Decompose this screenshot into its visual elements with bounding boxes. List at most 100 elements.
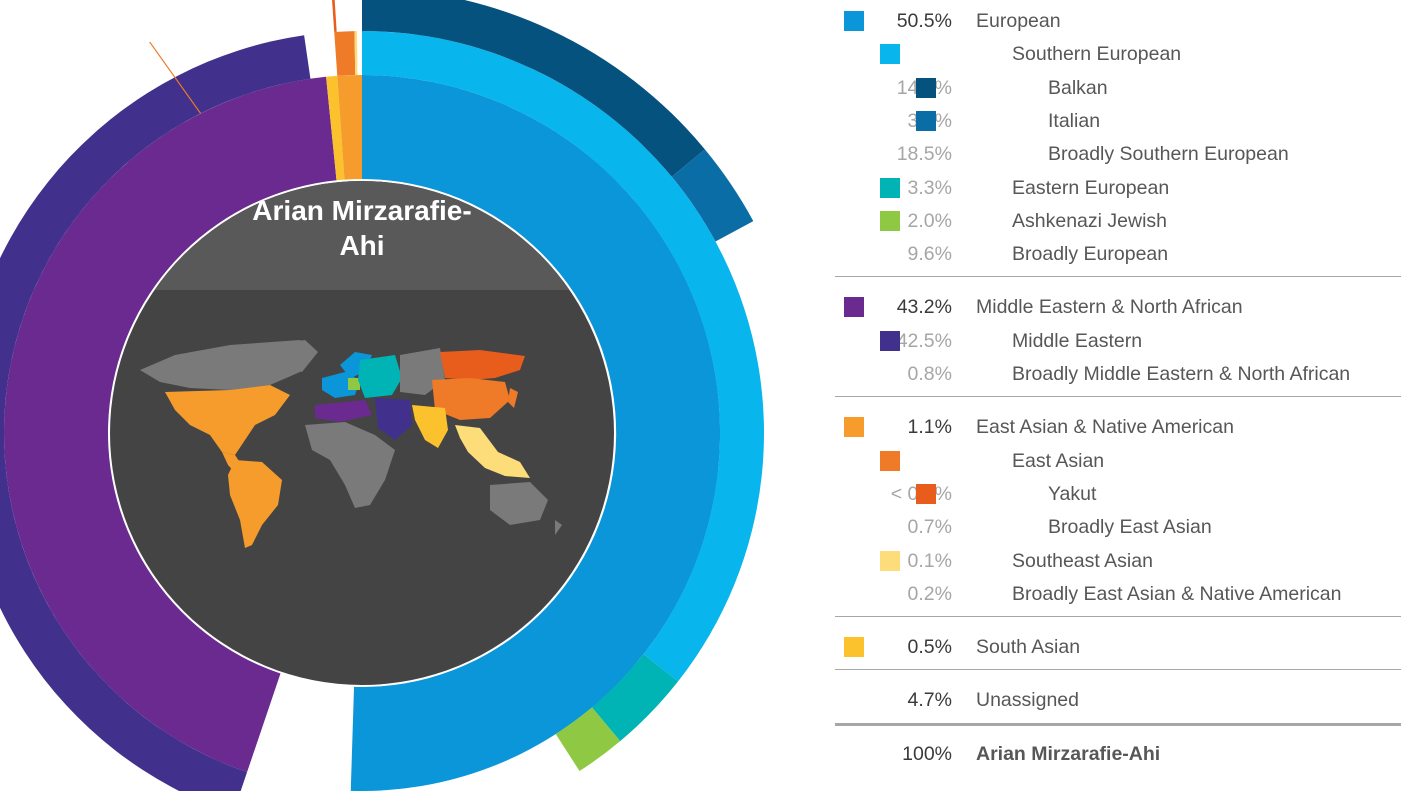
legend-swatch xyxy=(880,177,900,198)
legend-row-broadly-east-asian[interactable]: 0.7% Broadly East Asian xyxy=(835,512,1401,542)
legend-swatch xyxy=(880,330,900,351)
legend-divider xyxy=(835,722,1401,726)
legend-total-percent: 100% xyxy=(902,742,952,765)
legend-row-unassigned[interactable]: 4.7% Unassigned xyxy=(835,685,1401,715)
legend-percent: 1.1% xyxy=(907,416,952,439)
arc-eastern-european[interactable] xyxy=(591,654,679,742)
legend-label: Broadly European xyxy=(1012,243,1169,266)
legend-label: Unassigned xyxy=(976,689,1079,712)
legend-row-east-asian[interactable]: East Asian xyxy=(835,446,1401,476)
legend-label: East Asian xyxy=(1012,449,1105,472)
arc-southern-european[interactable] xyxy=(362,31,765,682)
legend-row-balkan[interactable]: 14.0%Balkan xyxy=(835,73,1401,103)
map-greenland xyxy=(270,340,318,372)
legend-divider xyxy=(835,396,1401,398)
legend-label: Italian xyxy=(1048,109,1101,132)
legend-label: European xyxy=(976,10,1061,32)
arc-south-asian[interactable] xyxy=(326,75,345,181)
legend-label: Middle Eastern xyxy=(1012,329,1143,352)
arc-southeast-asian[interactable] xyxy=(354,31,358,76)
legend-label: Eastern European xyxy=(1012,176,1170,199)
legend-label: Balkan xyxy=(1048,76,1108,99)
map-south-america xyxy=(228,460,282,548)
legend-percent: 0.2% xyxy=(907,582,952,605)
legend-row-broadly-southern-european[interactable]: 18.5% Broadly Southern European xyxy=(835,139,1401,169)
map-new-zealand xyxy=(555,520,562,535)
legend-divider xyxy=(835,616,1401,618)
legend-swatch xyxy=(844,11,864,31)
legend-row-yakut[interactable]: < 0.1%Yakut xyxy=(835,479,1401,509)
legend-percent: 9.6% xyxy=(907,243,952,266)
legend-label: Ashkenazi Jewish xyxy=(1012,209,1167,232)
legend-divider xyxy=(835,669,1401,671)
legend-swatch xyxy=(880,44,900,65)
legend-row-broadly-middle-eastern-and-north-african[interactable]: 0.8% Broadly Middle Eastern & North Afric… xyxy=(835,359,1401,389)
map-japan xyxy=(508,388,518,408)
arc-east-asian-and-native-american[interactable] xyxy=(337,74,362,180)
legend-swatch xyxy=(880,210,900,231)
legend-row-middle-eastern[interactable]: 42.5% Middle Eastern xyxy=(835,326,1401,356)
map-north-america xyxy=(165,385,290,455)
legend-row-broadly-east-asian-and-native-american[interactable]: 0.2% Broadly East Asian & Native American xyxy=(835,579,1401,609)
arc-middle-eastern-and-north-african[interactable] xyxy=(4,76,337,773)
legend-percent: 3.3% xyxy=(907,176,952,199)
legend-label: Southern European xyxy=(1012,43,1182,66)
arc-east-asian[interactable] xyxy=(334,31,356,76)
legend-row-broadly-european[interactable]: 9.6% Broadly European xyxy=(835,239,1401,269)
legend-swatch xyxy=(844,297,864,318)
legend-swatch xyxy=(916,110,936,131)
legend-label: Broadly East Asian & Native American xyxy=(1012,582,1342,605)
legend-divider xyxy=(835,276,1401,278)
map-south-asia xyxy=(412,405,448,448)
arc-yakut[interactable] xyxy=(331,0,337,32)
center-title-line: Arian Mirzarafie- xyxy=(252,195,471,226)
legend-percent: 50.5% xyxy=(896,10,952,32)
legend-row-southern-european[interactable]: Southern European xyxy=(835,39,1401,69)
map-north-africa xyxy=(315,400,372,422)
legend-row-south-asian[interactable]: 0.5% South Asian xyxy=(835,632,1401,662)
legend-row-european[interactable]: 50.5% European xyxy=(835,6,1401,36)
legend-row-east-asian-and-native-american[interactable]: 1.1% East Asian & Native American xyxy=(835,412,1401,442)
legend-row-italian[interactable]: 3.1%Italian xyxy=(835,106,1401,136)
legend-row-eastern-european[interactable]: 3.3% Eastern European xyxy=(835,173,1401,203)
map-middle-east xyxy=(375,398,412,440)
legend-percent: 0.8% xyxy=(907,363,952,385)
legend-percent: 0.1% xyxy=(907,549,952,572)
sunburst-rings xyxy=(0,0,765,791)
map-yakut xyxy=(440,350,525,380)
legend-row-middle-eastern-and-north-african[interactable]: 43.2% Middle Eastern & North African xyxy=(835,292,1401,322)
legend-row-ashkenazi-jewish[interactable]: 2.0% Ashkenazi Jewish xyxy=(835,206,1401,236)
world-map xyxy=(140,340,562,548)
legend-label: East Asian & Native American xyxy=(976,416,1234,439)
map-ashkenazi xyxy=(348,378,360,390)
legend-label: Broadly East Asian xyxy=(1048,516,1212,539)
legend-percent: 18.5% xyxy=(896,143,952,166)
map-north-america-north xyxy=(140,340,315,390)
legend-swatch xyxy=(880,450,900,471)
map-eastern-europe xyxy=(358,355,402,398)
legend-label: Broadly Southern European xyxy=(1048,143,1289,166)
map-east-asia xyxy=(432,378,510,420)
arc-yakut-spike xyxy=(149,41,202,114)
legend-swatch xyxy=(916,77,936,98)
arc-ashkenazi-jewish[interactable] xyxy=(555,707,621,772)
legend-percent: 42.5% xyxy=(896,329,952,352)
ancestry-legend: 50.5% European Southern European 14.0%Balka… xyxy=(835,0,1401,791)
legend-label: South Asian xyxy=(976,636,1081,659)
legend-label: Southeast Asian xyxy=(1012,549,1153,572)
legend-swatch xyxy=(880,550,900,571)
legend-label: Yakut xyxy=(1048,482,1097,505)
ancestry-sunburst-chart: Arian Mirzarafie- Ahi xyxy=(0,0,765,791)
arc-balkan[interactable] xyxy=(362,0,705,177)
legend-label: Middle Eastern & North African xyxy=(976,296,1243,319)
legend-row-southeast-asian[interactable]: 0.1% Southeast Asian xyxy=(835,546,1401,576)
legend-total-label: Arian Mirzarafie-Ahi xyxy=(976,742,1161,765)
map-australia xyxy=(490,482,548,525)
legend-percent: 2.0% xyxy=(907,209,952,232)
legend-percent: 43.2% xyxy=(896,296,952,319)
arc-italian[interactable] xyxy=(671,149,754,242)
legend-percent: 0.7% xyxy=(907,516,952,539)
legend-row-total: 100% Arian Mirzarafie-Ahi xyxy=(835,739,1401,769)
arc-european[interactable] xyxy=(350,74,721,791)
map-sub-saharan-africa xyxy=(305,422,395,508)
